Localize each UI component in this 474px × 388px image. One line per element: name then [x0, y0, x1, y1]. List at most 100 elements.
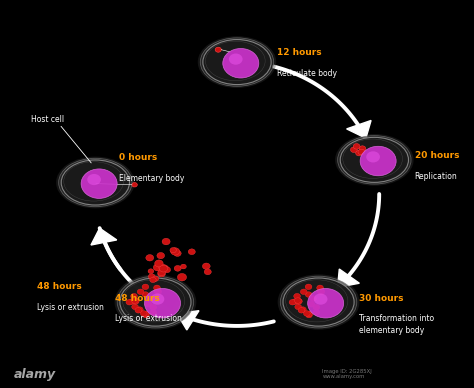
Circle shape — [145, 289, 181, 318]
Circle shape — [305, 292, 312, 297]
Circle shape — [314, 293, 328, 305]
Circle shape — [317, 285, 323, 291]
Text: Host cell: Host cell — [31, 115, 64, 124]
Circle shape — [174, 250, 181, 256]
Circle shape — [359, 146, 366, 151]
Circle shape — [303, 311, 310, 316]
Circle shape — [126, 300, 133, 305]
Polygon shape — [166, 302, 188, 322]
Circle shape — [294, 298, 301, 303]
Circle shape — [308, 289, 344, 318]
Ellipse shape — [115, 274, 196, 330]
Circle shape — [132, 298, 139, 304]
Circle shape — [313, 310, 320, 315]
Circle shape — [158, 271, 165, 277]
Circle shape — [132, 182, 137, 187]
Circle shape — [229, 54, 243, 65]
Circle shape — [157, 253, 164, 259]
Circle shape — [154, 285, 160, 291]
Text: 30 hours: 30 hours — [359, 294, 403, 303]
Ellipse shape — [280, 276, 357, 328]
Ellipse shape — [278, 274, 359, 330]
Ellipse shape — [120, 278, 191, 326]
Circle shape — [170, 248, 176, 253]
Circle shape — [295, 299, 302, 304]
Text: Transformation into
elementary body: Transformation into elementary body — [359, 315, 434, 334]
Circle shape — [128, 299, 136, 304]
Circle shape — [308, 301, 315, 307]
Circle shape — [162, 238, 170, 245]
Circle shape — [300, 307, 306, 312]
Text: 20 hours: 20 hours — [415, 151, 459, 161]
Ellipse shape — [117, 276, 194, 328]
Circle shape — [148, 269, 154, 274]
Circle shape — [155, 288, 161, 294]
Circle shape — [318, 289, 325, 295]
Circle shape — [140, 311, 147, 316]
Circle shape — [145, 301, 152, 307]
Text: Replication: Replication — [415, 172, 457, 181]
Circle shape — [360, 146, 396, 176]
Circle shape — [148, 274, 155, 279]
Circle shape — [223, 48, 259, 78]
Circle shape — [318, 288, 324, 294]
Ellipse shape — [335, 134, 414, 186]
Circle shape — [292, 299, 299, 304]
Text: Reticulate body: Reticulate body — [277, 69, 337, 78]
Text: 12 hours: 12 hours — [277, 48, 322, 57]
Circle shape — [350, 147, 357, 152]
Circle shape — [155, 260, 163, 267]
Circle shape — [188, 249, 195, 255]
Circle shape — [298, 308, 305, 313]
Circle shape — [142, 292, 149, 297]
Circle shape — [353, 144, 360, 149]
Circle shape — [151, 293, 164, 305]
Ellipse shape — [283, 278, 354, 326]
Circle shape — [306, 312, 312, 318]
Circle shape — [295, 304, 301, 310]
Circle shape — [171, 248, 180, 255]
Ellipse shape — [201, 38, 273, 86]
Text: alamy: alamy — [14, 368, 56, 381]
Polygon shape — [177, 311, 199, 330]
Circle shape — [87, 174, 101, 185]
Circle shape — [215, 47, 221, 52]
Polygon shape — [346, 120, 371, 138]
Polygon shape — [337, 269, 359, 287]
Circle shape — [159, 264, 167, 271]
Circle shape — [164, 267, 171, 273]
Text: 48 hours: 48 hours — [37, 282, 82, 291]
Circle shape — [356, 150, 363, 156]
Circle shape — [366, 151, 380, 163]
Circle shape — [289, 300, 296, 305]
Circle shape — [174, 265, 181, 271]
Text: Image ID: 2G285XJ
www.alamy.com: Image ID: 2G285XJ www.alamy.com — [322, 369, 372, 379]
Circle shape — [142, 284, 149, 289]
Circle shape — [150, 310, 157, 315]
Circle shape — [152, 276, 159, 281]
Circle shape — [155, 289, 161, 295]
Circle shape — [294, 293, 301, 299]
Text: 0 hours: 0 hours — [119, 153, 157, 162]
Circle shape — [310, 296, 317, 301]
Circle shape — [181, 264, 186, 269]
Circle shape — [150, 305, 156, 310]
Circle shape — [153, 264, 162, 271]
Circle shape — [177, 274, 187, 281]
Circle shape — [146, 296, 153, 301]
Ellipse shape — [203, 40, 271, 85]
Ellipse shape — [340, 137, 409, 182]
Ellipse shape — [337, 136, 411, 184]
Circle shape — [305, 284, 312, 289]
Circle shape — [142, 311, 149, 317]
Circle shape — [132, 299, 139, 304]
Circle shape — [305, 311, 312, 317]
Circle shape — [358, 149, 365, 155]
Circle shape — [313, 305, 319, 310]
Circle shape — [150, 277, 156, 282]
Circle shape — [135, 308, 142, 313]
Circle shape — [301, 289, 307, 294]
Circle shape — [295, 298, 302, 304]
Circle shape — [81, 169, 117, 198]
Text: Elementary body: Elementary body — [119, 173, 184, 183]
